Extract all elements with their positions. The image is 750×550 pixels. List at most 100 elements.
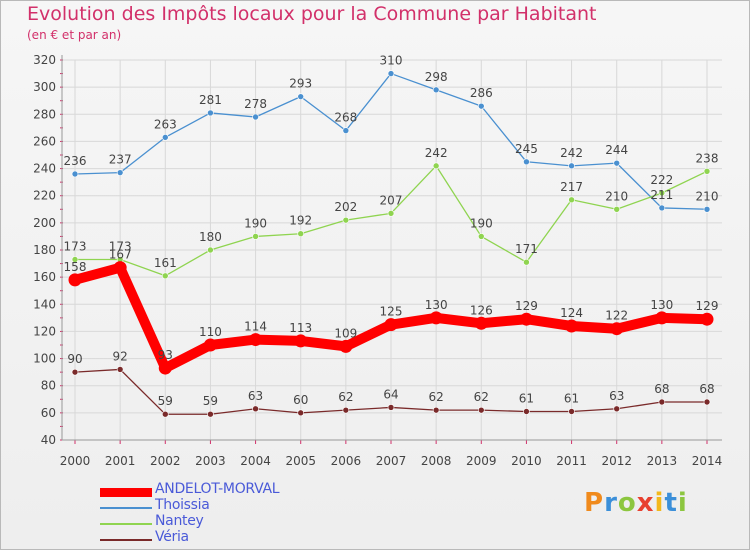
data-point [342, 216, 350, 224]
legend-swatch [100, 523, 152, 525]
data-point [203, 338, 217, 352]
data-label: 298 [425, 70, 448, 84]
data-label: 129 [515, 299, 538, 313]
data-label: 244 [605, 143, 628, 157]
data-point [342, 127, 350, 134]
data-point [523, 408, 530, 415]
data-label: 62 [474, 390, 489, 404]
data-point [477, 406, 485, 414]
data-label: 217 [560, 180, 583, 194]
data-label: 238 [696, 151, 719, 165]
data-label: 158 [64, 260, 87, 274]
data-point [252, 405, 259, 413]
data-point [658, 204, 666, 212]
data-label: 64 [383, 387, 398, 401]
data-label: 245 [515, 142, 538, 156]
data-point [474, 316, 488, 330]
y-tick-label: 260 [33, 134, 56, 148]
data-label: 63 [609, 389, 624, 403]
axes: 40 60 80 100 120 140 160 180 200 220 240 260 280 300 3… [33, 53, 722, 468]
data-point [658, 189, 666, 197]
data-point [161, 410, 169, 418]
data-label: 173 [64, 240, 87, 254]
data-point [207, 109, 214, 117]
data-label: 268 [334, 111, 357, 125]
data-label: 161 [154, 256, 177, 270]
x-tick-label: 2004 [240, 454, 271, 468]
data-point [113, 261, 127, 275]
data-point [161, 134, 169, 141]
legend-swatch [100, 507, 152, 509]
data-label: 60 [293, 393, 308, 407]
data-label: 63 [248, 389, 263, 403]
legend-label: Thoissia [155, 497, 210, 513]
data-label: 125 [380, 305, 403, 319]
data-point [610, 322, 624, 336]
data-point [342, 406, 350, 414]
data-label: 167 [109, 248, 132, 262]
data-label: 207 [380, 193, 403, 207]
data-label: 210 [605, 189, 628, 203]
series-nantey [71, 162, 711, 280]
data-point [207, 410, 214, 418]
data-point [703, 167, 711, 175]
data-label: 90 [67, 352, 82, 366]
data-point [477, 102, 485, 110]
data-point [387, 210, 395, 217]
data-label: 192 [289, 214, 312, 228]
data-label: 68 [654, 382, 669, 396]
data-label: 124 [560, 306, 583, 320]
x-tick-label: 2008 [421, 454, 452, 468]
data-label: 237 [109, 153, 132, 167]
legend-label: Nantey [155, 513, 204, 529]
x-tick-label: 2013 [647, 454, 678, 468]
data-point [568, 196, 575, 204]
series-andelot-morval [68, 261, 714, 375]
data-label: 278 [244, 97, 267, 111]
data-label: 281 [199, 93, 222, 107]
x-tick-label: 2001 [105, 454, 136, 468]
data-label: 59 [158, 394, 173, 408]
data-label: 190 [244, 216, 267, 230]
data-label: 62 [338, 390, 353, 404]
data-point [703, 398, 711, 406]
data-point [565, 319, 579, 333]
data-point [568, 408, 575, 415]
data-point [703, 205, 711, 213]
data-label: 286 [470, 86, 493, 100]
data-point [252, 113, 259, 121]
data-point [655, 311, 669, 325]
legend-swatch [100, 539, 152, 541]
data-point [71, 368, 79, 376]
y-tick-label: 280 [33, 107, 56, 121]
data-point [613, 159, 621, 167]
y-tick-label: 320 [33, 53, 56, 67]
data-label: 202 [334, 200, 357, 214]
x-tick-label: 2005 [285, 454, 316, 468]
x-tick-label: 2012 [601, 454, 632, 468]
x-tick-label: 2006 [331, 454, 362, 468]
data-labels: 236 237 263 281 278 293 268 310 298 286 245 242 244 2… [64, 54, 719, 409]
data-point [297, 230, 305, 238]
data-label: 113 [289, 321, 312, 335]
x-tick-label: 2000 [60, 454, 91, 468]
data-label: 130 [425, 298, 448, 312]
data-label: 173 [109, 240, 132, 254]
y-tick-label: 160 [33, 270, 56, 284]
y-tick-label: 80 [41, 379, 56, 393]
data-point [523, 158, 530, 166]
data-label: 93 [158, 348, 173, 362]
data-point [519, 312, 533, 326]
data-point [158, 361, 172, 375]
x-tick-label: 2002 [150, 454, 181, 468]
y-tick-label: 200 [33, 216, 56, 230]
data-point [297, 409, 305, 417]
x-tick-label: 2011 [556, 454, 587, 468]
data-point [161, 272, 169, 280]
data-label: 61 [519, 392, 534, 406]
data-label: 130 [650, 298, 673, 312]
y-tick-label: 40 [41, 433, 56, 447]
data-label: 222 [650, 173, 673, 187]
data-label: 263 [154, 117, 177, 131]
